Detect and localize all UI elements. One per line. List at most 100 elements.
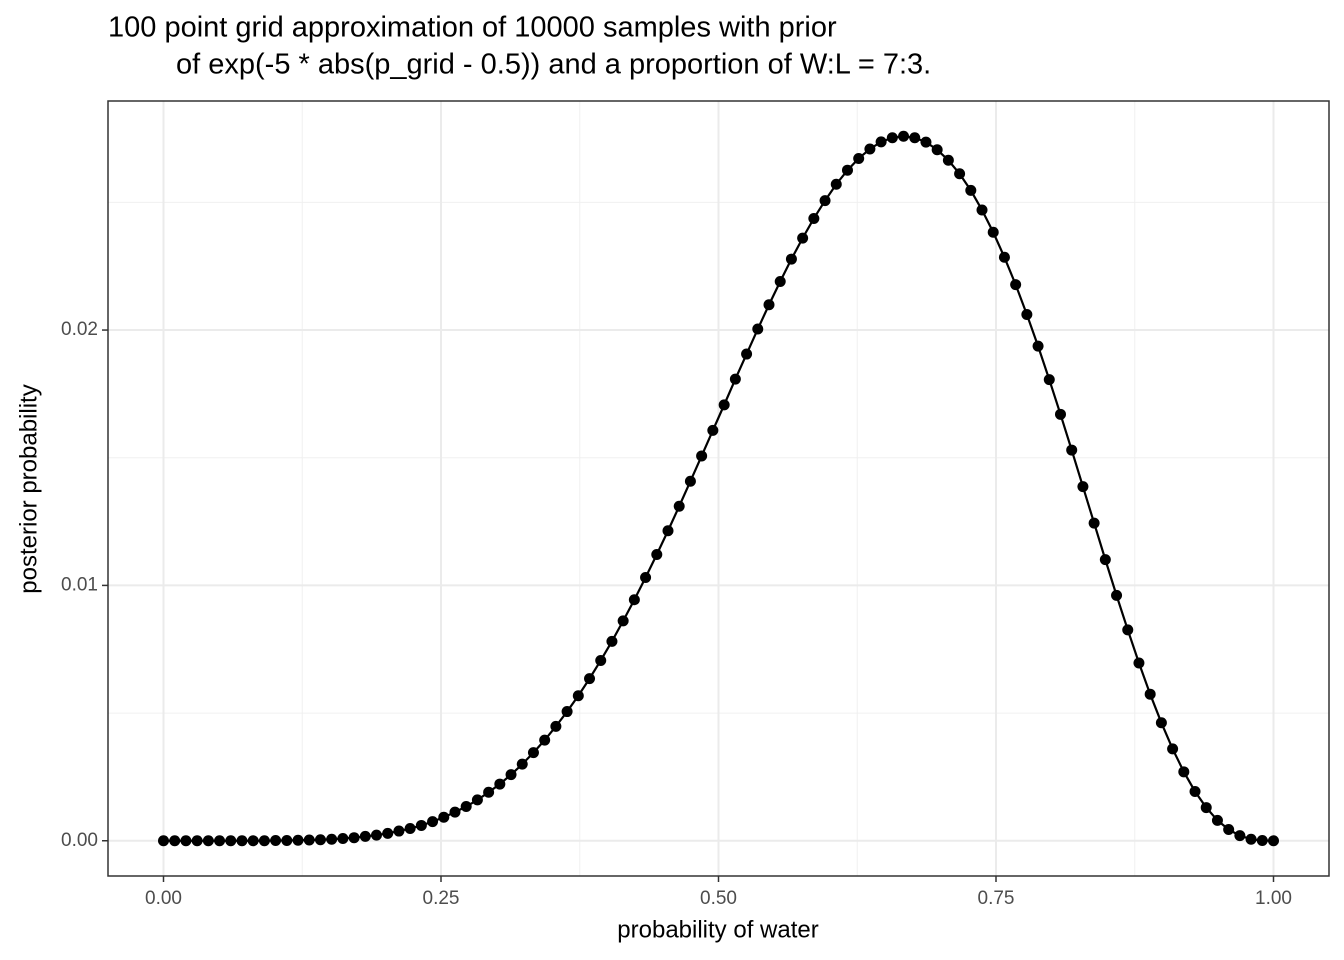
point <box>673 500 685 512</box>
point <box>987 226 999 238</box>
point <box>1189 785 1201 797</box>
point <box>729 373 741 385</box>
point <box>1167 743 1179 755</box>
point <box>348 832 360 844</box>
point <box>1032 340 1044 352</box>
point <box>202 835 214 847</box>
line <box>163 135 1274 842</box>
point <box>808 212 820 224</box>
point <box>875 136 887 148</box>
point <box>1077 481 1089 493</box>
point <box>303 834 315 846</box>
x-tick-label: 0.25 <box>423 888 460 909</box>
point <box>258 835 270 847</box>
point <box>505 769 517 781</box>
point <box>954 168 966 180</box>
point <box>797 232 809 244</box>
point <box>314 834 326 846</box>
point <box>1256 835 1268 847</box>
point <box>471 794 483 806</box>
point <box>1144 688 1156 700</box>
point <box>606 635 618 647</box>
point <box>550 720 562 732</box>
point <box>158 835 169 847</box>
point <box>898 130 910 142</box>
point <box>438 811 450 823</box>
point <box>741 348 753 360</box>
point <box>617 615 629 627</box>
point <box>1066 444 1078 456</box>
point <box>214 835 226 847</box>
point <box>763 299 775 311</box>
point <box>191 835 203 847</box>
point <box>1111 589 1123 601</box>
point <box>1268 835 1279 847</box>
point <box>931 144 943 156</box>
point <box>976 204 988 216</box>
point <box>494 778 506 790</box>
y-tick-label: 0.02 <box>61 319 98 340</box>
point <box>561 706 573 718</box>
point <box>281 835 293 847</box>
point <box>998 251 1010 263</box>
point <box>785 253 797 265</box>
point <box>651 549 663 561</box>
point <box>1155 717 1167 729</box>
point <box>169 835 181 847</box>
point <box>1054 408 1066 420</box>
point <box>853 152 865 164</box>
point <box>595 654 607 666</box>
point <box>270 835 282 847</box>
point <box>427 816 439 828</box>
point <box>225 835 237 847</box>
point <box>449 806 461 818</box>
point <box>359 830 371 842</box>
point <box>539 734 551 746</box>
point <box>236 835 248 847</box>
point <box>1043 374 1055 386</box>
point <box>909 132 921 144</box>
x-axis-title: probability of water <box>617 916 818 943</box>
point <box>830 178 842 190</box>
y-axis-title: posterior probability <box>15 384 42 593</box>
point <box>942 154 954 166</box>
x-tick-label: 0.00 <box>145 888 182 909</box>
point <box>920 136 932 148</box>
point <box>415 819 427 831</box>
point <box>628 594 640 606</box>
point <box>584 673 596 685</box>
point <box>774 276 786 288</box>
point <box>572 690 584 702</box>
point <box>326 833 338 845</box>
point <box>1245 833 1257 845</box>
chart-title: of exp(-5 * abs(p_grid - 0.5)) and a pro… <box>176 49 931 81</box>
point <box>1021 308 1033 320</box>
point <box>1178 766 1190 778</box>
point <box>1133 657 1145 669</box>
y-tick-label: 0.00 <box>61 830 98 851</box>
point <box>1088 517 1100 529</box>
point <box>1223 824 1235 836</box>
point <box>404 823 416 835</box>
point <box>864 143 876 155</box>
point <box>752 323 764 335</box>
point <box>337 832 349 844</box>
point <box>382 827 394 839</box>
x-tick-label: 1.00 <box>1255 888 1292 909</box>
point <box>841 164 853 176</box>
chart-title: 100 point grid approximation of 10000 sa… <box>108 12 837 44</box>
point <box>247 835 259 847</box>
point <box>886 132 898 144</box>
point <box>684 475 696 487</box>
point <box>483 786 495 798</box>
point <box>371 829 383 841</box>
point <box>640 571 652 583</box>
point <box>292 834 304 846</box>
point <box>965 184 977 196</box>
x-tick-label: 0.50 <box>700 888 737 909</box>
point <box>180 835 192 847</box>
point <box>527 747 539 759</box>
point <box>1010 279 1022 291</box>
point <box>1211 814 1223 826</box>
